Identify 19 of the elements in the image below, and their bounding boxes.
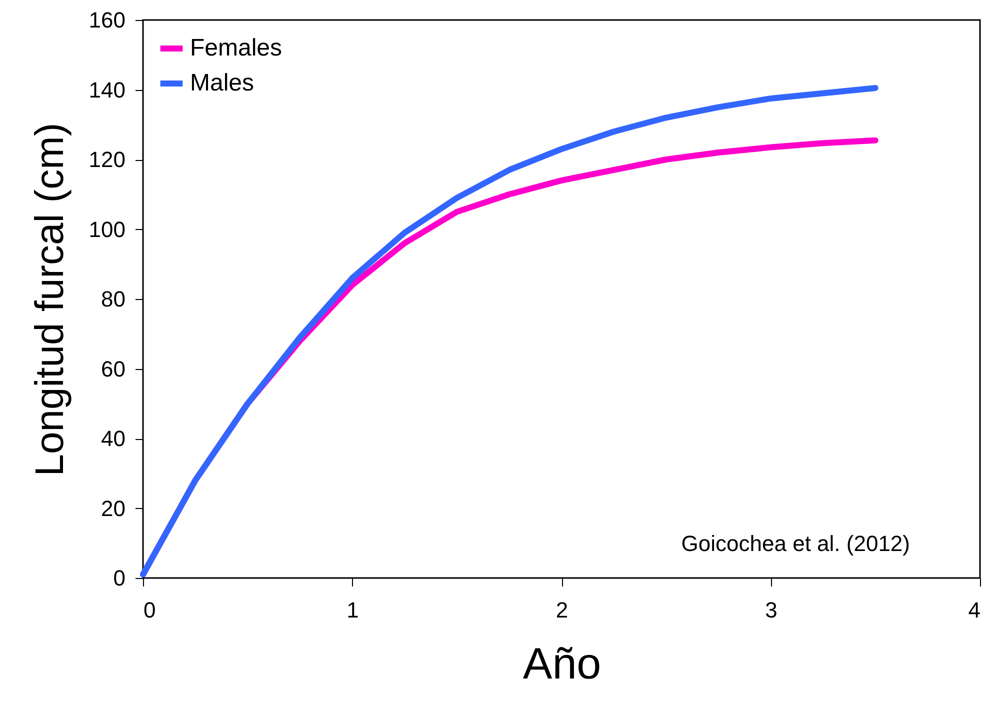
annotation: Goicochea et al. (2012) bbox=[681, 531, 910, 556]
x-tick-label: 1 bbox=[346, 598, 359, 622]
y-tick-label: 160 bbox=[88, 8, 126, 32]
y-tick-label: 120 bbox=[88, 147, 126, 172]
y-tick-label: 0 bbox=[113, 566, 126, 590]
y-tick-label: 100 bbox=[88, 216, 126, 242]
x-tick-label: 0 bbox=[144, 598, 156, 622]
y-tick-label: 140 bbox=[88, 77, 126, 102]
x-tick-label: 3 bbox=[765, 598, 778, 622]
y-tick-label: 60 bbox=[101, 356, 126, 382]
legend-label: Females bbox=[190, 34, 282, 62]
x-tick-label: 4 bbox=[968, 598, 980, 622]
x-axis-title: Año bbox=[522, 640, 602, 688]
y-tick-label: 80 bbox=[101, 286, 126, 312]
y-axis-title: Longitud furcal (cm) bbox=[28, 122, 72, 476]
x-tick-label: 2 bbox=[556, 598, 568, 622]
legend-label: Males bbox=[190, 70, 254, 96]
y-tick-label: 40 bbox=[101, 426, 126, 451]
y-tick-label: 20 bbox=[101, 496, 126, 521]
